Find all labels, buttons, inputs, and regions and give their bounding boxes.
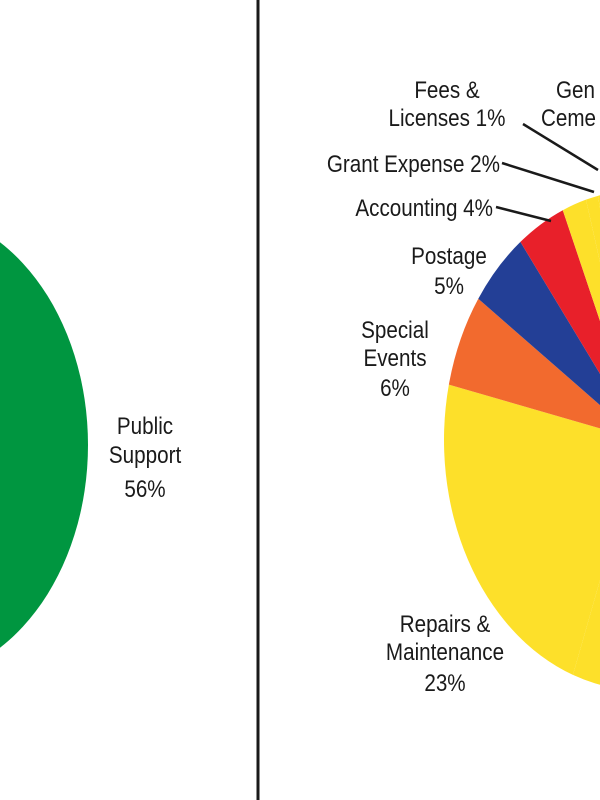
slice-label-special-events-line1: Special (361, 317, 429, 344)
slice-value-postage: 5% (434, 273, 464, 300)
slice-label-fees-licenses-line1: Fees & (414, 77, 479, 104)
pie-slice-accounting (520, 210, 600, 374)
left-pie: Public Support 56% (0, 242, 182, 648)
slice-label-partial-line1: Gen (556, 77, 595, 104)
right-pie-slices (444, 195, 600, 685)
pie-slice-repairs-maintenance (444, 384, 600, 675)
slice-label-repairs-line1: Repairs & (400, 611, 491, 638)
leader-grant-expense (501, 161, 595, 194)
slice-value-repairs: 23% (424, 670, 465, 697)
slice-label-accounting: Accounting 4% (355, 195, 493, 222)
slice-label-special-events-line2: Events (363, 345, 426, 372)
pie-slice-special-events (448, 298, 600, 429)
slice-label-repairs-line2: Maintenance (386, 639, 504, 666)
leader-fees-licenses (522, 122, 599, 172)
pie-slice-fees-licenses (585, 195, 600, 263)
pie-slice-grant-expense (562, 199, 600, 321)
pie-slice-public-support (0, 242, 88, 648)
slice-label-postage-line1: Postage (411, 243, 487, 270)
slice-label-grant-expense: Grant Expense 2% (327, 151, 500, 178)
leader-accounting (495, 205, 552, 223)
pie-slice-cropped-remainder (572, 195, 600, 685)
slice-label-public-support-line2: Support (109, 442, 182, 469)
right-pie: Fees & Licenses 1% Gen Ceme Grant Expens… (327, 77, 600, 697)
slice-value-special-events: 6% (380, 375, 410, 402)
slice-label-partial-line2: Ceme (541, 105, 596, 132)
pie-slice-postage (478, 241, 600, 406)
slice-label-fees-licenses-line2: Licenses 1% (389, 105, 506, 132)
slice-value-public-support: 56% (124, 476, 165, 503)
slice-label-public-support-line1: Public (117, 413, 173, 440)
